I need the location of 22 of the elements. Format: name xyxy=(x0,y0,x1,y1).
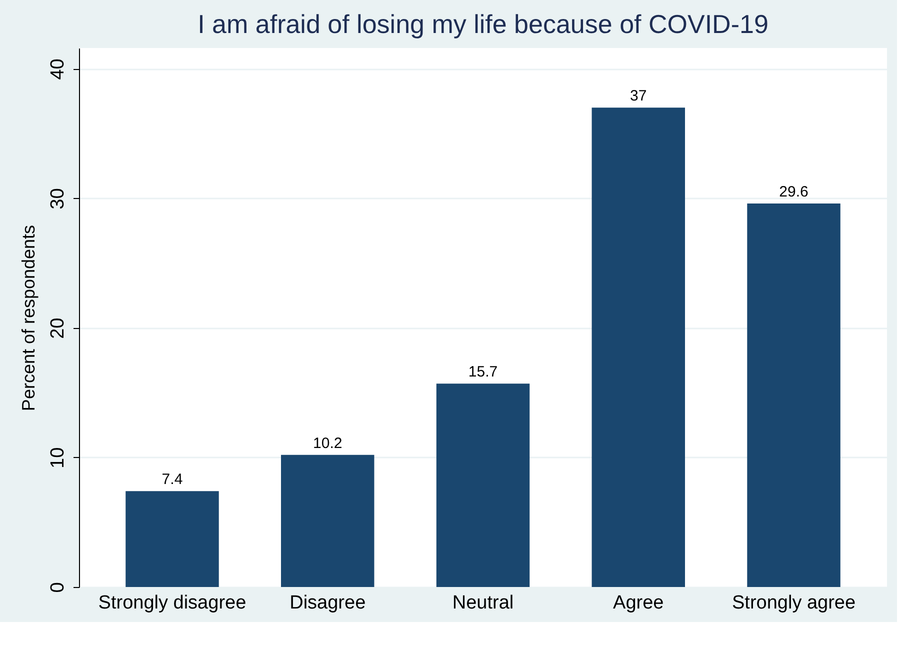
x-tick-label: Neutral xyxy=(452,592,514,614)
data-label: 15.7 xyxy=(468,364,498,381)
y-tick-label: 20 xyxy=(48,318,68,339)
x-tick-label: Strongly disagree xyxy=(98,592,246,614)
data-label: 7.4 xyxy=(162,471,183,488)
chart-title: I am afraid of losing my life because of COVID-19 xyxy=(198,9,768,39)
y-tick-label: 0 xyxy=(48,582,68,593)
bar xyxy=(126,491,219,587)
data-label: 37 xyxy=(630,88,647,105)
x-tick-label: Disagree xyxy=(290,592,366,614)
y-tick-label: 10 xyxy=(48,447,68,469)
y-axis-title: Percent of respondents xyxy=(18,224,38,412)
x-tick-label: Strongly agree xyxy=(732,592,856,614)
y-tick-label: 30 xyxy=(48,188,68,210)
bar xyxy=(436,384,530,587)
data-label: 10.2 xyxy=(313,434,342,452)
data-label: 29.6 xyxy=(779,183,808,200)
bar xyxy=(592,108,685,587)
y-tick-label: 40 xyxy=(48,58,68,80)
x-tick-label: Agree xyxy=(613,592,664,614)
bar xyxy=(281,454,374,587)
bar xyxy=(747,203,840,587)
